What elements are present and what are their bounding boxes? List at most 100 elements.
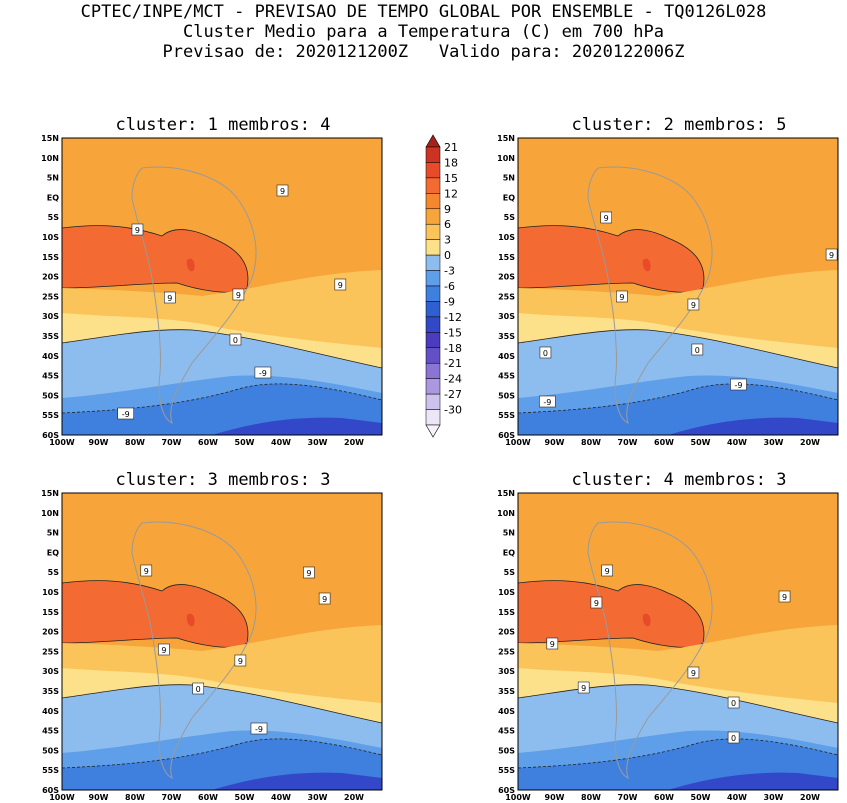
lon-tick-label: 50W	[235, 793, 255, 802]
lon-tick-label: 80W	[581, 793, 601, 802]
colorbar-label: -9	[444, 295, 455, 308]
colorbar-swatch	[425, 208, 441, 225]
colorbar-swatch	[425, 146, 441, 163]
map-panel-4: cluster: 4 membros: 3 15N 10N 5N EQ 5S 10S 15S…	[497, 470, 839, 802]
lat-tick-label: 55S	[498, 411, 515, 420]
panel-title: cluster: 1 membros: 4	[116, 115, 331, 135]
contour-label: -9	[255, 725, 263, 734]
contour-label: 9	[338, 281, 343, 290]
lat-tick-label: 10N	[497, 509, 515, 518]
colorbar-swatch	[425, 378, 441, 395]
lat-tick-label: 5S	[504, 568, 516, 577]
panel-title: cluster: 3 membros: 3	[116, 470, 331, 490]
lon-tick-label: 60W	[198, 793, 218, 802]
lat-tick-label: 15S	[498, 608, 515, 617]
lon-tick-label: 70W	[618, 793, 638, 802]
colorbar-swatch	[425, 285, 441, 302]
lon-tick-label: 40W	[271, 793, 291, 802]
lon-tick-label: 30W	[764, 438, 784, 447]
contour-label: 9	[605, 567, 610, 576]
lat-tick-label: 25S	[498, 292, 515, 301]
colorbar-swatch	[425, 347, 441, 364]
lon-tick-label: 30W	[764, 793, 784, 802]
lat-tick-label: 40S	[42, 352, 59, 361]
colorbar-label: -24	[444, 373, 462, 386]
lon-tick-label: 80W	[125, 793, 145, 802]
lat-tick-label: 10N	[41, 154, 59, 163]
lat-tick-label: 15N	[41, 489, 59, 498]
lat-tick-label: 30S	[498, 312, 515, 321]
contour-label: -9	[259, 369, 267, 378]
lon-tick-label: 40W	[727, 793, 747, 802]
lon-tick-label: 30W	[308, 793, 328, 802]
contour-label: -9	[735, 381, 743, 390]
contour-label: 9	[238, 657, 243, 666]
contour-label: -9	[543, 398, 551, 407]
lat-tick-label: 20S	[498, 628, 515, 637]
lon-tick-label: 90W	[545, 793, 565, 802]
colorbar-swatch	[425, 362, 441, 379]
colorbar-label: 9	[444, 203, 451, 216]
lon-tick-label: 50W	[691, 438, 711, 447]
contour-label: 9	[135, 226, 140, 235]
lat-tick-label: 5N	[503, 529, 515, 538]
lat-tick-label: 55S	[498, 766, 515, 775]
contour-label: 9	[604, 214, 609, 223]
lat-tick-label: 30S	[42, 312, 59, 321]
lat-tick-label: 35S	[498, 332, 515, 341]
lat-tick-label: 5S	[48, 568, 60, 577]
lat-tick-label: 5S	[48, 213, 60, 222]
colorbar-swatch	[425, 270, 441, 287]
lat-tick-label: 25S	[42, 647, 59, 656]
lat-tick-label: 10S	[42, 588, 59, 597]
colorbar-label: -12	[444, 311, 462, 324]
lat-tick-label: 5N	[47, 529, 59, 538]
lon-tick-label: 100W	[49, 438, 75, 447]
colorbar-arrow-bottom	[425, 424, 441, 438]
lon-tick-label: 40W	[271, 438, 291, 447]
lat-tick-label: 40S	[42, 707, 59, 716]
lon-tick-label: 20W	[344, 438, 364, 447]
lat-tick-label: 10S	[42, 233, 59, 242]
map-panel-3: cluster: 3 membros: 3 15N 10N 5N EQ 5S 10S 15S…	[41, 470, 383, 802]
lat-tick-label: 50S	[42, 746, 59, 755]
contour-label: 0	[196, 685, 201, 694]
lon-tick-label: 70W	[618, 438, 638, 447]
contour-label: 9	[167, 294, 172, 303]
colorbar-swatch	[425, 301, 441, 318]
colorbar-swatch	[425, 177, 441, 194]
lon-tick-label: 40W	[727, 438, 747, 447]
lon-tick-label: 50W	[691, 793, 711, 802]
colorbar-swatch	[425, 162, 441, 179]
lat-tick-label: 10N	[41, 509, 59, 518]
contour-label: 0	[731, 699, 736, 708]
lat-tick-label: 50S	[498, 746, 515, 755]
colorbar-label: -6	[444, 280, 455, 293]
lon-tick-label: 90W	[89, 438, 109, 447]
lat-tick-label: 15N	[41, 134, 59, 143]
lat-tick-label: 10S	[498, 588, 515, 597]
colorbar-label: -27	[444, 388, 462, 401]
colorbar-label: -3	[444, 265, 455, 278]
contour-label: 0	[543, 349, 548, 358]
colorbar: 21 18 15 12 9 6 3 0 -3 -6 -9 -12 -15 -18 -21 -24 -27 -30	[425, 134, 462, 438]
colorbar-label: 21	[444, 141, 458, 154]
colorbar-swatch	[425, 223, 441, 240]
colorbar-arrow-top	[425, 134, 441, 148]
lat-tick-label: 30S	[42, 667, 59, 676]
lat-tick-label: 20S	[498, 273, 515, 282]
lat-tick-label: 15S	[42, 253, 59, 262]
lon-tick-label: 80W	[581, 438, 601, 447]
contour-label: 0	[695, 346, 700, 355]
colorbar-label: -15	[444, 326, 462, 339]
contour-label: 9	[161, 646, 166, 655]
lon-tick-label: 90W	[545, 438, 565, 447]
lat-tick-label: 45S	[42, 372, 59, 381]
colorbar-label: 18	[444, 156, 458, 169]
header-title: CPTEC/INPE/MCT - PREVISAO DE TEMPO GLOBA…	[80, 2, 767, 22]
lon-tick-label: 100W	[505, 793, 531, 802]
colorbar-label: 0	[444, 249, 451, 262]
lat-tick-label: 50S	[42, 391, 59, 400]
colorbar-swatch	[425, 332, 441, 349]
lat-tick-label: 10S	[498, 233, 515, 242]
